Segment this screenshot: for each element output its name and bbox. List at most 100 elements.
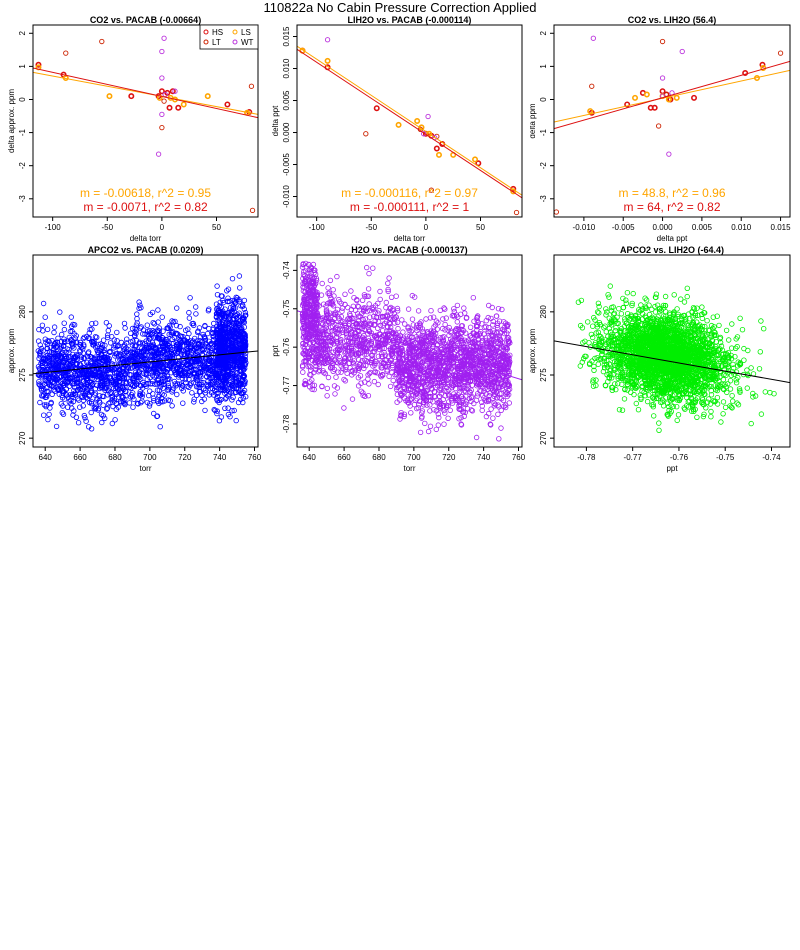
data-point bbox=[409, 334, 415, 341]
data-point bbox=[229, 311, 235, 317]
data-point bbox=[80, 335, 86, 342]
data-point bbox=[236, 310, 242, 316]
data-point bbox=[310, 289, 316, 295]
data-point bbox=[144, 322, 150, 328]
data-point bbox=[61, 326, 68, 333]
data-point bbox=[103, 319, 110, 326]
data-point bbox=[367, 307, 373, 314]
data-point bbox=[186, 309, 192, 316]
data-point bbox=[385, 353, 392, 359]
data-point bbox=[317, 344, 323, 351]
chart-panel-co2-vs-lih2o: CO2 vs. LIH2O (56.4) -0.010 -0.005 0.000 0.0… bbox=[528, 15, 800, 246]
data-point bbox=[150, 410, 157, 417]
data-point bbox=[474, 331, 480, 338]
slope-annotation: m = 48.8, r^2 = 0.96 bbox=[618, 186, 725, 200]
data-point bbox=[105, 400, 112, 407]
data-point bbox=[203, 364, 209, 371]
data-point bbox=[458, 323, 465, 329]
data-point bbox=[149, 339, 155, 345]
x-axis-label: delta torr bbox=[394, 234, 426, 243]
data-point bbox=[227, 317, 233, 324]
data-point bbox=[229, 408, 235, 414]
data-point bbox=[189, 390, 195, 396]
data-point bbox=[384, 313, 391, 320]
data-point bbox=[73, 414, 80, 420]
data-point-lt bbox=[249, 207, 256, 214]
data-point bbox=[231, 407, 237, 414]
data-point bbox=[43, 353, 49, 359]
data-point bbox=[187, 295, 193, 301]
data-point bbox=[347, 316, 353, 322]
data-point bbox=[184, 356, 191, 362]
data-point bbox=[78, 344, 85, 351]
data-point bbox=[342, 291, 348, 297]
data-point bbox=[381, 320, 388, 327]
data-point bbox=[327, 292, 333, 298]
data-point bbox=[433, 426, 439, 433]
data-point bbox=[218, 320, 224, 327]
data-point bbox=[156, 387, 162, 393]
data-point bbox=[58, 343, 64, 349]
data-point bbox=[57, 309, 63, 315]
data-point bbox=[377, 288, 383, 295]
y-tick-label: -1 bbox=[18, 128, 27, 136]
data-point bbox=[341, 376, 347, 383]
data-point bbox=[300, 325, 306, 331]
data-point bbox=[327, 277, 334, 284]
data-point bbox=[440, 316, 446, 322]
data-point bbox=[325, 285, 331, 291]
data-point bbox=[414, 325, 420, 331]
data-point bbox=[51, 324, 58, 330]
data-point bbox=[445, 415, 451, 421]
data-point bbox=[389, 364, 396, 371]
data-point bbox=[172, 369, 178, 376]
data-point bbox=[468, 335, 475, 341]
data-point bbox=[155, 307, 161, 313]
data-point bbox=[326, 328, 332, 334]
data-point bbox=[211, 336, 217, 342]
data-point bbox=[302, 313, 308, 320]
data-point bbox=[241, 306, 247, 312]
data-point bbox=[368, 338, 374, 345]
data-point bbox=[55, 335, 61, 341]
data-point bbox=[390, 377, 396, 384]
data-point bbox=[332, 391, 338, 397]
data-point bbox=[86, 393, 93, 400]
x-tick-label: -50 bbox=[365, 223, 377, 232]
data-point bbox=[95, 341, 102, 348]
data-point bbox=[438, 359, 445, 366]
data-point bbox=[46, 338, 52, 345]
data-point bbox=[191, 399, 197, 405]
data-point bbox=[444, 388, 450, 395]
data-point bbox=[323, 325, 329, 331]
data-point bbox=[371, 378, 378, 385]
data-point bbox=[37, 399, 43, 406]
data-point bbox=[328, 335, 335, 342]
data-point bbox=[88, 354, 94, 360]
data-point bbox=[376, 341, 382, 347]
data-point bbox=[59, 359, 66, 365]
data-point bbox=[221, 390, 228, 396]
x-tick-label: 0 bbox=[160, 223, 165, 232]
data-point bbox=[366, 301, 372, 307]
data-point bbox=[207, 367, 213, 374]
data-point bbox=[99, 419, 105, 426]
data-point bbox=[140, 379, 146, 386]
data-point bbox=[331, 341, 337, 347]
data-point bbox=[336, 353, 342, 360]
data-point bbox=[235, 362, 241, 368]
data-point bbox=[300, 340, 306, 347]
x-tick-label: 720 bbox=[178, 453, 192, 462]
data-point bbox=[98, 341, 104, 347]
data-point bbox=[60, 411, 67, 417]
data-point-ls bbox=[106, 93, 113, 100]
data-point bbox=[500, 319, 507, 325]
x-axis-label: delta torr bbox=[130, 234, 162, 243]
data-point bbox=[348, 351, 354, 358]
data-point bbox=[166, 376, 173, 382]
data-point bbox=[194, 329, 201, 335]
slope-annotation: m = -0.000116, r^2 = 0.97 bbox=[341, 186, 478, 200]
data-point bbox=[180, 400, 186, 406]
data-point bbox=[89, 360, 95, 367]
data-point bbox=[471, 400, 477, 407]
